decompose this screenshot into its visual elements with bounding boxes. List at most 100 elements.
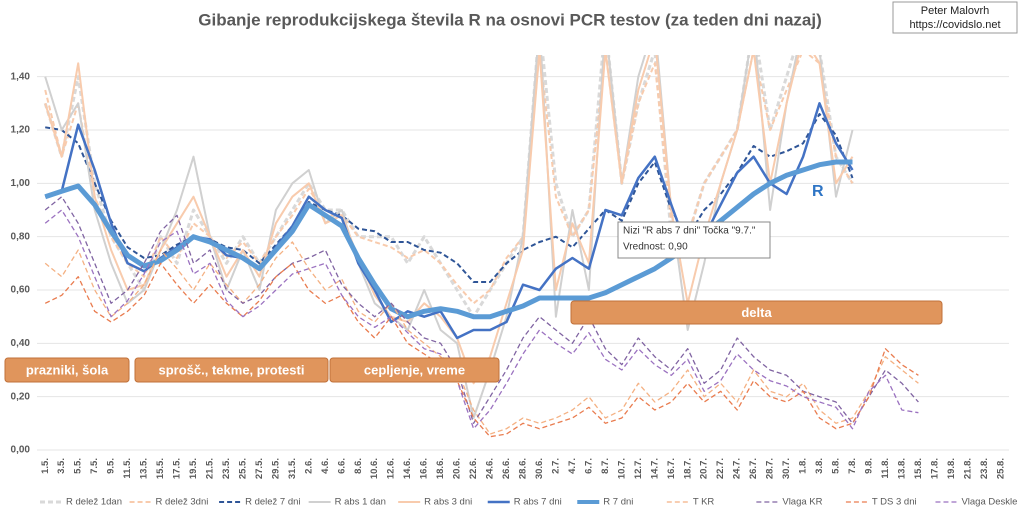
- x-tick-label: 28.7.: [765, 458, 776, 479]
- annotation-text: delta: [741, 305, 772, 320]
- x-tick-label: 26.6.: [501, 458, 512, 479]
- x-tick-label: 20.6.: [452, 458, 463, 479]
- x-tick-label: 10.6.: [369, 458, 380, 479]
- x-tick-label: 31.5.: [287, 458, 298, 479]
- x-tick-label: 25.5.: [237, 458, 248, 479]
- series-line: [44, 262, 919, 438]
- x-tick-label: 25.8.: [995, 458, 1006, 479]
- x-tick-label: 17.5.: [172, 458, 183, 479]
- x-tick-label: 23.5.: [221, 458, 232, 479]
- x-tick-label: 26.7.: [748, 458, 759, 479]
- x-tick-label: 30.6.: [534, 458, 545, 479]
- x-tick-label: 18.7.: [682, 458, 693, 479]
- legend-label: R 7 dni: [603, 497, 633, 508]
- x-tick-label: 3.8.: [814, 458, 825, 474]
- x-tick-label: 30.7.: [781, 458, 792, 479]
- x-tick-label: 22.6.: [468, 458, 479, 479]
- annotation-text: sprošč., tekme, protesti: [159, 362, 305, 377]
- x-tick-label: 20.7.: [699, 458, 710, 479]
- chart-title: Gibanje reprodukcijskega števila R na os…: [198, 10, 822, 29]
- legend-label: T DS 3 dni: [872, 497, 917, 508]
- legend-label: T KR: [693, 497, 715, 508]
- author-box: [892, 1, 1018, 34]
- x-tick-label: 9.8.: [863, 458, 874, 474]
- x-tick-label: 17.8.: [929, 458, 940, 479]
- x-tick-label: 5.8.: [831, 458, 842, 474]
- x-tick-label: 7.5.: [89, 458, 100, 474]
- legend-label: R abs 1 dan: [335, 497, 386, 508]
- x-tick-label: 2.7.: [550, 458, 561, 474]
- series-label: R: [812, 183, 824, 200]
- x-tick-label: 13.8.: [896, 458, 907, 479]
- x-tick-label: 24.6.: [485, 458, 496, 479]
- annotation-box: [329, 357, 500, 383]
- x-tick-label: 12.6.: [386, 458, 397, 479]
- x-tick-label: 14.7.: [649, 458, 660, 479]
- x-tick-label: 16.7.: [666, 458, 677, 479]
- tooltip-text: Nizi "R abs 7 dni" Točka "9.7.": [623, 226, 756, 237]
- annotation-box: [134, 357, 329, 383]
- tooltip-box: [617, 221, 771, 259]
- y-tick-label: 1,40: [11, 71, 31, 82]
- series-line: [44, 196, 919, 424]
- series-line: [44, 55, 854, 305]
- x-tick-label: 19.5.: [188, 458, 199, 479]
- x-tick-label: 19.8.: [946, 458, 957, 479]
- x-tick-label: 24.7.: [732, 458, 743, 479]
- y-tick-label: 1,00: [11, 178, 31, 189]
- legend-label: Vlaga Deskle: [961, 497, 1017, 508]
- legend-label: R abs 7 dni: [514, 497, 562, 508]
- x-tick-label: 28.6.: [518, 458, 529, 479]
- url: https://covidslo.net: [909, 19, 1000, 31]
- x-tick-label: 1.8.: [798, 458, 809, 474]
- x-tick-label: 16.6.: [419, 458, 430, 479]
- legend-label: Vlaga KR: [782, 497, 822, 508]
- x-tick-label: 27.5.: [254, 458, 265, 479]
- y-tick-label: 0,60: [11, 285, 31, 296]
- legend-label: R abs 3 dni: [424, 497, 472, 508]
- x-tick-label: 4.6.: [320, 458, 331, 474]
- series-line: [44, 55, 854, 419]
- x-tick-label: 11.5.: [122, 458, 133, 479]
- series-line: [44, 55, 854, 385]
- y-tick-label: 0,40: [11, 338, 31, 349]
- y-tick-label: 0,80: [11, 231, 31, 242]
- x-tick-label: 7.8.: [847, 458, 858, 474]
- y-tick-label: 0,00: [11, 445, 31, 456]
- x-tick-label: 12.7.: [633, 458, 644, 479]
- author: Peter Malovrh: [921, 5, 989, 17]
- x-tick-label: 3.5.: [56, 458, 67, 474]
- y-tick-label: 0,20: [11, 391, 31, 402]
- x-tick-label: 11.8.: [880, 458, 891, 479]
- x-tick-label: 4.7.: [567, 458, 578, 474]
- x-tick-label: 8.7.: [600, 458, 611, 474]
- annotation-box: [4, 357, 130, 383]
- x-tick-label: 14.6.: [402, 458, 413, 479]
- legend-label: R delež 7 dni: [245, 497, 300, 508]
- x-tick-label: 13.5.: [139, 458, 150, 479]
- x-tick-label: 22.7.: [715, 458, 726, 479]
- x-tick-label: 1.5.: [40, 458, 51, 474]
- x-tick-label: 2.6.: [303, 458, 314, 474]
- x-tick-label: 18.6.: [435, 458, 446, 479]
- x-tick-label: 6.6.: [336, 458, 347, 474]
- annotation-box: [570, 300, 943, 325]
- y-tick-label: 1,20: [11, 125, 31, 136]
- legend-label: R delež 1dan: [66, 497, 122, 508]
- x-tick-label: 21.5.: [204, 458, 215, 479]
- annotation-text: prazniki, šola: [26, 362, 109, 377]
- series-line: [44, 241, 919, 435]
- x-tick-label: 8.6.: [353, 458, 364, 474]
- series-line: [44, 209, 919, 430]
- annotation-text: cepljenje, vreme: [364, 362, 465, 377]
- x-tick-label: 15.8.: [913, 458, 924, 479]
- x-tick-label: 23.8.: [979, 458, 990, 479]
- x-tick-label: 21.8.: [962, 458, 973, 479]
- x-tick-label: 15.5.: [155, 458, 166, 479]
- x-tick-label: 6.7.: [583, 458, 594, 474]
- x-tick-label: 10.7.: [616, 458, 627, 479]
- x-tick-label: 5.5.: [73, 458, 84, 474]
- x-tick-label: 29.5.: [270, 458, 281, 479]
- x-tick-label: 9.5.: [106, 458, 117, 474]
